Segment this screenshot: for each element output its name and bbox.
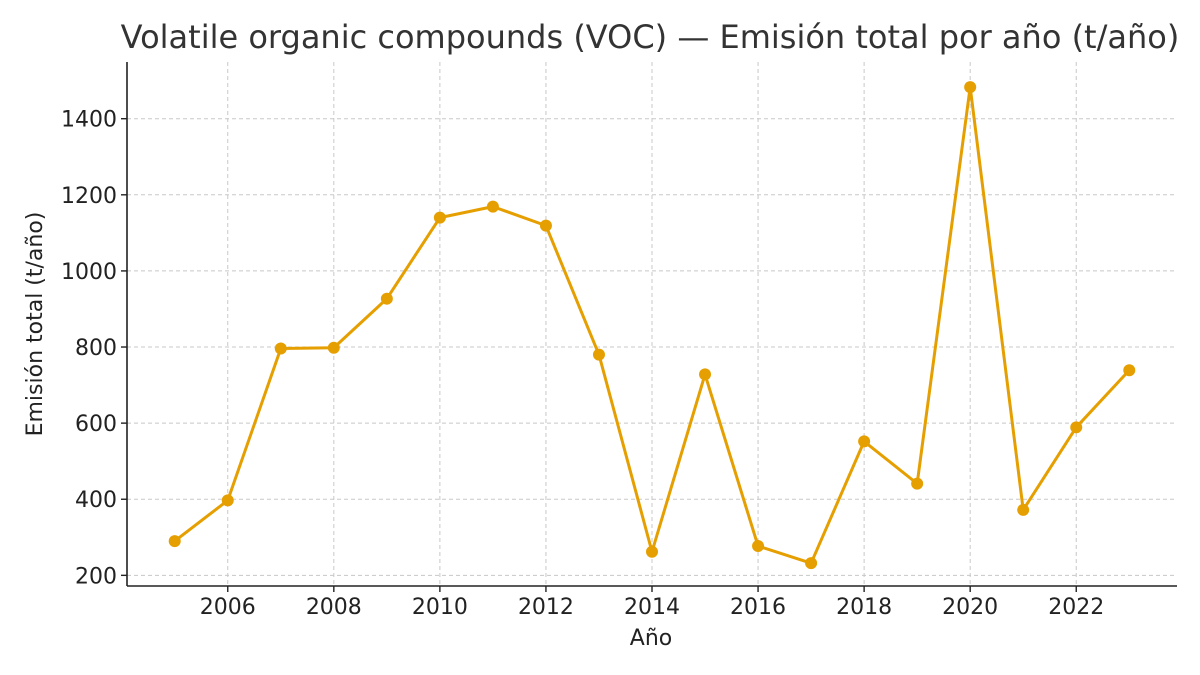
- x-tick-label: 2018: [836, 595, 892, 620]
- x-tick-label: 2016: [730, 595, 786, 620]
- y-tick-label: 1200: [61, 184, 117, 209]
- data-point: [911, 477, 924, 490]
- y-tick-label: 200: [75, 564, 117, 589]
- data-point: [433, 211, 446, 224]
- data-point: [168, 535, 181, 548]
- data-point: [539, 219, 552, 232]
- data-point: [1017, 503, 1030, 516]
- y-axis-label: Emisión total (t/año): [23, 212, 48, 437]
- chart-title: Volatile organic compounds (VOC) — Emisi…: [121, 18, 1180, 56]
- x-tick-label: 2010: [412, 595, 468, 620]
- data-point: [327, 341, 340, 354]
- axes: 2006 2008 2010 2012 2014 2016 2018 2020 2022 200 4…: [61, 62, 1177, 620]
- y-tick-label: 600: [75, 412, 117, 437]
- y-tick-label: 800: [75, 336, 117, 361]
- data-point: [752, 540, 765, 553]
- x-tick-label: 2006: [200, 595, 256, 620]
- series-layer: [168, 81, 1136, 570]
- x-tick-label: 2008: [306, 595, 362, 620]
- data-point: [486, 200, 499, 213]
- data-point: [1123, 364, 1136, 377]
- y-tick-label: 400: [75, 488, 117, 513]
- x-axis-label: Año: [630, 626, 672, 651]
- y-tick-label: 1400: [61, 108, 117, 133]
- data-point: [274, 342, 287, 355]
- data-point: [805, 557, 818, 570]
- x-tick-label: 2020: [942, 595, 998, 620]
- data-point: [646, 545, 658, 558]
- data-point: [699, 368, 712, 381]
- x-tick-label: 2012: [518, 595, 574, 620]
- data-point: [964, 81, 977, 94]
- data-point: [858, 435, 871, 448]
- y-tick-label: 1000: [61, 260, 117, 285]
- data-point: [380, 292, 393, 305]
- data-point: [592, 348, 605, 361]
- data-point: [221, 494, 234, 507]
- data-point: [1070, 421, 1083, 434]
- x-tick-label: 2022: [1048, 595, 1104, 620]
- x-tick-label: 2014: [624, 595, 680, 620]
